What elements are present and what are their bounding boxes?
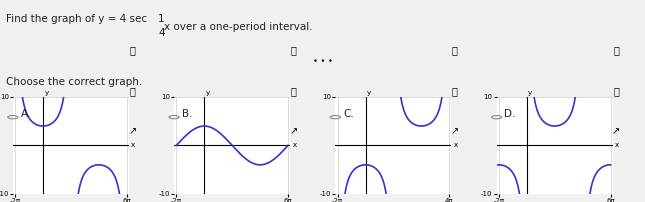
Text: x: x xyxy=(453,142,458,148)
Text: • • •: • • • xyxy=(313,57,332,66)
Text: ↗: ↗ xyxy=(128,126,136,136)
Text: 🔍: 🔍 xyxy=(290,86,297,96)
Text: x: x xyxy=(615,142,619,148)
Text: ↗: ↗ xyxy=(612,126,620,136)
Text: 🔍: 🔍 xyxy=(451,45,458,56)
Text: ↗: ↗ xyxy=(451,126,459,136)
Text: 4: 4 xyxy=(158,28,164,38)
Text: 🔍: 🔍 xyxy=(129,45,135,56)
Text: Choose the correct graph.: Choose the correct graph. xyxy=(6,77,143,87)
Text: 1: 1 xyxy=(158,14,164,24)
Text: y: y xyxy=(45,90,48,96)
Text: x over a one-period interval.: x over a one-period interval. xyxy=(164,22,313,32)
Text: x: x xyxy=(131,142,135,148)
Text: ↗: ↗ xyxy=(290,126,297,136)
Text: B.: B. xyxy=(182,109,192,119)
Text: y: y xyxy=(528,90,532,96)
Text: y: y xyxy=(367,90,371,96)
Text: 🔍: 🔍 xyxy=(613,86,619,96)
Text: 🔍: 🔍 xyxy=(451,86,458,96)
Text: 🔍: 🔍 xyxy=(613,45,619,56)
Text: x: x xyxy=(292,142,297,148)
Text: 🔍: 🔍 xyxy=(290,45,297,56)
Text: C.: C. xyxy=(343,109,354,119)
Text: y: y xyxy=(206,90,210,96)
Text: A.: A. xyxy=(21,109,31,119)
Text: D.: D. xyxy=(504,109,516,119)
Text: 🔍: 🔍 xyxy=(129,86,135,96)
Text: Find the graph of y = 4 sec: Find the graph of y = 4 sec xyxy=(6,14,151,24)
